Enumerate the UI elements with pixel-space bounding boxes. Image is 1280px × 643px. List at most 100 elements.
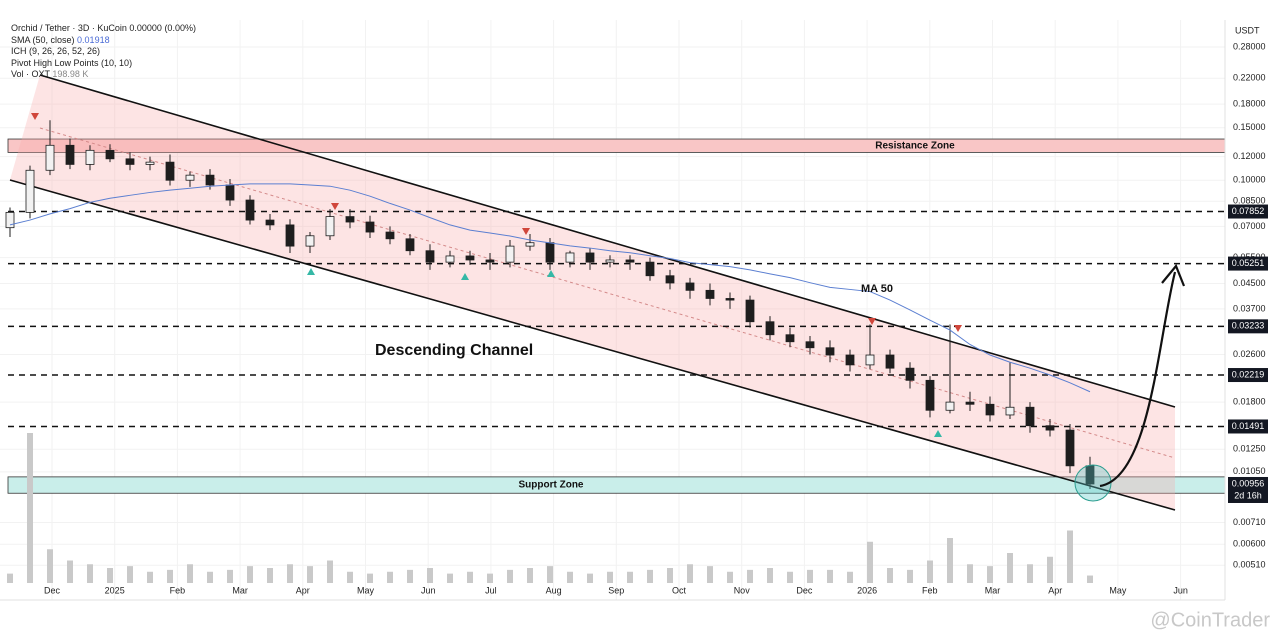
volume-bar [347,571,353,583]
axis-unit: USDT [1235,25,1260,35]
candle-body [165,161,175,181]
candle-body [625,259,635,263]
ichimoku: ICH (9, 26, 26, 52, 26) [11,46,101,56]
volume-bar [707,566,713,583]
candle-body [1045,425,1055,431]
countdown: 2d 16h [1234,490,1262,500]
candle-body [645,261,655,277]
candle-body [385,231,395,240]
level-badge [1228,204,1268,219]
level-label: 0.05251 [1232,258,1265,268]
arrow-head [1161,263,1186,287]
candle-body [665,275,675,284]
volume-bar [987,566,993,583]
candle-body [765,321,775,336]
channel-annotation: Descending Channel [375,342,533,359]
y-tick-label: 0.08500 [1233,196,1266,206]
legend-row: Vol · OXT 198.98 K [11,69,196,81]
y-tick-label: 0.12000 [1233,151,1266,161]
candle-body [185,174,195,181]
axes: 0.28000 0.22000 0.18000 0.15000 0.12000 0.100… [44,41,1268,595]
y-tick-label: 0.00710 [1233,517,1266,527]
candle-body [945,401,955,411]
channel-fill [10,75,1175,510]
candle-body [905,367,915,381]
volume-bar [147,571,153,583]
volume-bar [947,538,953,583]
candle-body [45,144,55,171]
candle-body [1065,429,1075,467]
y-tick-label: 0.04500 [1233,278,1266,288]
volume-bar [107,568,113,583]
volume-bar [427,568,433,583]
candle-body [805,341,815,349]
volume-bar [927,560,933,583]
volume-bar [747,569,753,583]
volume-bar [627,571,633,583]
channel-upper [39,74,1176,408]
ma-line [9,183,1091,393]
volume-bar [1047,556,1053,583]
zone-label: Support Zone [519,480,584,491]
candle-body [465,255,475,261]
watermark: @CoinTrader [1150,609,1270,631]
volume-bar [1027,564,1033,583]
candle-body [865,354,875,366]
level-badge [1228,419,1268,434]
volume-bar [647,569,653,583]
symbol: Orchid / Tether · 3D · KuCoin [11,23,127,33]
candle-body [25,169,35,213]
x-tick-label: Oct [672,585,687,595]
x-tick-label: 2026 [857,585,877,595]
volume-value: 198.98 K [52,69,89,79]
volume-bar [67,560,73,583]
volume-bar [387,571,393,583]
zone-label: Resistance Zone [875,140,955,151]
candle-body [725,298,735,301]
pivot-lows [307,268,942,437]
candle-body [325,216,335,237]
x-tick-label: Apr [1048,585,1062,595]
sma-value: 0.01918 [77,34,110,45]
volume-bar [267,568,273,583]
volume-bar [47,549,53,583]
x-tick-label: May [1109,585,1127,595]
volume-bar [807,569,813,583]
x-tick-label: Dec [44,585,61,595]
volume-bar [527,568,533,583]
volume-bar [227,569,233,583]
y-tick-label: 0.07000 [1233,221,1266,231]
x-tick-label: Sep [608,585,624,595]
candle-body [1005,406,1015,416]
volume-bar [7,573,13,583]
x-tick-label: Dec [796,585,813,595]
volume-bar [287,564,293,583]
candle-body [525,242,535,247]
candle-body [65,144,75,165]
candle-body [105,149,115,160]
volume-bar [887,568,893,583]
x-tick-label: Mar [985,585,1001,595]
candle-body [245,199,255,221]
volume-bar [667,568,673,583]
candle-body [585,252,595,263]
y-tick-label: 0.03700 [1233,303,1266,313]
levels [8,210,1225,428]
level-label: 0.01491 [1232,421,1265,431]
level-label: 0.02219 [1232,369,1265,379]
volume-bar [467,571,473,583]
projection-arrow [1099,271,1177,488]
x-tick-label: Mar [232,585,248,595]
sma: SMA (50, close) [11,34,75,45]
candle-body [365,221,375,233]
candle-body [445,255,455,263]
x-tick-label: Feb [922,585,938,595]
y-tick-label: 0.01250 [1233,444,1266,454]
candle-body [845,354,855,366]
x-tick-label: Feb [170,585,186,595]
volume-bar [847,571,853,583]
zone [7,476,1226,494]
candle-body [205,174,215,186]
